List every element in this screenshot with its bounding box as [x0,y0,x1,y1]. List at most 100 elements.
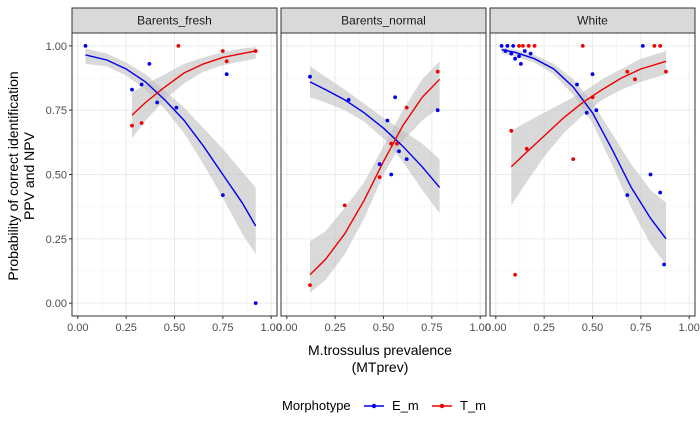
data-point [652,44,657,48]
facet-strip [71,7,278,34]
data-point [220,193,225,198]
x-tick-label: 0.00 [67,322,88,334]
x-axis-title-line1: M.trossulus prevalence [308,342,452,358]
y-tick-label: 0.00 [46,298,67,310]
data-point [625,69,630,74]
y-tick-label: 0.25 [46,234,67,246]
legend: Morphotype E_m T_m [282,398,486,413]
facet-strip [280,7,487,34]
data-point [575,82,579,87]
x-tick-label: 0.50 [373,322,394,334]
points-e-m [308,74,440,177]
data-point [511,44,516,48]
data-point [505,44,510,48]
data-point [377,162,382,167]
fit-line-t-m [510,60,667,168]
legend-title: Morphotype [282,398,351,413]
data-point [377,175,382,180]
data-point [503,49,508,53]
x-tick-label: 0.75 [212,322,233,334]
panel-barents-fresh: Barents_fresh 0.00 0.25 0.50 0.75 1.00 0.00 0.2… [46,7,282,334]
x-axis-title: M.trossulus prevalence (MTprev) [308,342,452,375]
y-tick-label: 0.75 [46,105,67,117]
data-point [404,157,409,162]
facet-strip [489,7,696,34]
x-axis-ticks: 0.00 0.25 0.50 0.75 1.00 [276,316,491,334]
x-tick-label: 1.00 [678,322,699,334]
x-tick-label: 0.50 [582,322,603,334]
x-tick-label: 0.50 [164,322,185,334]
data-point [524,146,529,151]
x-tick-label: 0.75 [421,322,442,334]
data-point [308,74,312,79]
data-point [130,87,134,92]
y-axis-title: Probability of correct identification PP… [5,71,37,280]
data-point [155,100,160,105]
data-point [139,121,144,125]
data-point [385,118,390,123]
data-point [522,49,527,53]
data-point [139,82,144,87]
points-t-m [130,44,258,128]
data-point [346,98,351,102]
data-point [499,44,504,48]
data-point [519,62,523,66]
facet-label-barents-normal: Barents_normal [341,14,426,28]
data-point [342,203,347,208]
legend-key-e-m [364,403,384,409]
y-axis-ticks: 0.00 0.25 0.50 0.75 1.00 [46,41,72,310]
panel-white: White 0.00 0.25 0.50 0.75 1.00 [485,7,700,334]
fit-line-e-m [309,81,441,188]
x-tick-label: 0.00 [276,322,297,334]
fit-line-e-m [85,54,257,227]
x-tick-label: 0.25 [533,322,554,334]
data-point [590,72,595,77]
data-point [83,44,88,48]
data-point [509,128,514,133]
data-point [640,44,645,48]
data-point [147,62,152,66]
data-point [253,49,258,53]
data-point [517,44,521,48]
data-point [393,95,397,100]
ci-ribbon-e-m [310,66,440,214]
data-point [435,69,440,74]
data-point [513,272,517,277]
points-e-m [499,44,666,267]
data-point [664,69,668,74]
fit-line-e-m [501,49,667,240]
panel-barents-normal: Barents_normal 0.00 0.25 0.50 0.75 1.00 [276,7,491,334]
data-point [580,44,585,48]
data-point [397,149,401,154]
data-point [658,44,663,48]
x-tick-label: 0.25 [324,322,345,334]
data-point [594,108,599,113]
y-tick-label: 1.00 [46,41,67,53]
x-tick-label: 1.00 [469,322,490,334]
x-tick-label: 0.00 [485,322,506,334]
ci-ribbon-e-m [85,48,256,255]
gridlines [281,33,486,316]
data-point [389,141,394,146]
data-point [174,105,179,110]
data-point [176,44,181,48]
points-e-m [83,44,258,305]
data-point [633,77,637,82]
data-point [404,105,409,110]
data-point [513,56,517,61]
legend-label-t-m: T_m [460,398,486,413]
data-point [395,141,399,146]
data-point [253,301,258,305]
fit-line-t-m [131,50,256,116]
data-point [532,44,537,48]
x-tick-label: 1.00 [260,322,281,334]
x-axis-title-line2: (MTprev) [352,359,409,375]
data-point [224,59,229,64]
x-axis-ticks: 0.00 0.25 0.50 0.75 1.00 [67,316,282,334]
data-point [662,262,666,267]
legend-label-e-m: E_m [392,398,419,413]
points-t-m [509,44,668,277]
x-tick-label: 0.25 [115,322,136,334]
data-point [224,72,229,77]
